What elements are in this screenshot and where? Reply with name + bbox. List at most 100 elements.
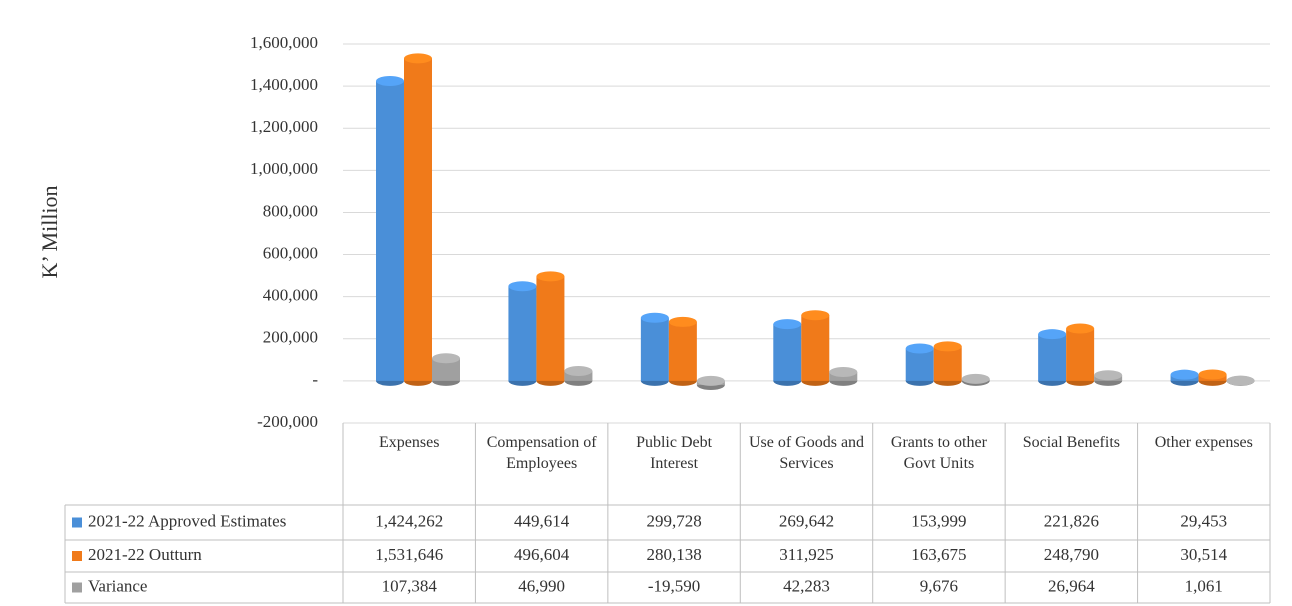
table-value: 26,964	[1048, 576, 1095, 595]
bar-part	[668, 316, 697, 327]
bar	[696, 375, 725, 391]
bar	[933, 341, 962, 386]
bar	[1038, 329, 1067, 386]
bar-part	[536, 271, 565, 282]
category-label: Grants to other Govt Units	[890, 434, 987, 472]
table-value: 9,676	[920, 576, 958, 595]
bar-part	[564, 365, 593, 376]
bar-part	[640, 317, 669, 381]
y-tick-label: 1,200,000	[250, 117, 318, 136]
bar-part	[773, 324, 802, 381]
bar-part	[801, 315, 830, 381]
bar-part	[640, 312, 669, 323]
category-label: Expenses	[378, 434, 440, 451]
bar-part	[508, 281, 537, 292]
legend-swatch	[72, 517, 82, 528]
bar-part	[432, 358, 460, 381]
bar-part	[1170, 369, 1199, 380]
y-tick-label: 200,000	[263, 328, 318, 347]
bar-part	[773, 319, 802, 330]
table-value: 449,614	[514, 511, 570, 530]
y-axis-label: K’ Million	[37, 185, 62, 278]
bar	[536, 271, 565, 386]
table-value: 107,384	[382, 576, 438, 595]
bar-part	[696, 375, 725, 386]
y-tick-label: 1,600,000	[250, 33, 318, 52]
bar-part	[933, 346, 962, 381]
legend-label: Variance	[88, 576, 147, 595]
bar	[404, 53, 432, 386]
bar-part	[1094, 370, 1123, 381]
bar	[1094, 370, 1123, 386]
category-label: Use of Goods and Services	[748, 434, 865, 472]
bar-part	[933, 341, 962, 352]
bar-part	[961, 373, 990, 384]
legend-swatch	[72, 551, 82, 561]
bar-part	[1038, 329, 1067, 340]
bar	[508, 281, 537, 386]
y-tick-label: 1,000,000	[250, 159, 318, 178]
bar	[1226, 375, 1255, 386]
table-value: 1,061	[1185, 576, 1223, 595]
bar-part	[404, 53, 432, 64]
bar	[801, 310, 830, 386]
table-value: 30,514	[1180, 545, 1227, 564]
bar	[1170, 369, 1199, 386]
category-label: Compensation of Employees	[486, 434, 597, 472]
y-tick-label: -	[312, 370, 318, 389]
table-value: 46,990	[518, 576, 565, 595]
table-value: -19,590	[648, 576, 700, 595]
bar-part	[404, 58, 432, 381]
bar	[564, 365, 593, 386]
bar	[1066, 323, 1095, 386]
bar-part	[432, 353, 460, 364]
y-tick-label: 400,000	[263, 286, 318, 305]
legend-label: 2021-22 Approved Estimates	[88, 511, 286, 530]
bar	[773, 319, 802, 386]
bar-part	[1226, 375, 1255, 386]
bar	[640, 312, 669, 386]
bar-part	[508, 286, 537, 381]
category-label: Public Debt Interest	[636, 434, 713, 472]
bar-part	[1066, 323, 1095, 334]
bar	[376, 76, 404, 386]
table-value: 280,138	[646, 545, 701, 564]
bar	[1198, 369, 1227, 386]
bar-part	[905, 348, 934, 381]
table-value: 299,728	[646, 511, 701, 530]
bar-part	[1038, 334, 1067, 381]
bar	[668, 316, 697, 386]
legend-label: 2021-22 Outturn	[88, 545, 202, 564]
legend-swatch	[72, 582, 82, 593]
bar-part	[829, 366, 858, 377]
table-value: 42,283	[783, 576, 830, 595]
bar-part	[668, 321, 697, 381]
y-tick-label: -200,000	[257, 412, 318, 431]
bar-part	[376, 81, 404, 381]
bar-part	[801, 310, 830, 321]
table-value: 221,826	[1044, 511, 1099, 530]
table-value: 163,675	[911, 545, 966, 564]
bar-part	[905, 343, 934, 354]
category-label: Social Benefits	[1022, 434, 1120, 451]
table-value: 1,531,646	[375, 545, 443, 564]
bar	[961, 373, 990, 386]
table-value: 311,925	[779, 545, 834, 564]
table-value: 269,642	[779, 511, 834, 530]
y-tick-label: 600,000	[263, 243, 318, 262]
bar	[829, 366, 858, 386]
bar-part	[376, 76, 404, 87]
table-value: 496,604	[514, 545, 570, 564]
table-value: 153,999	[911, 511, 966, 530]
y-tick-label: 800,000	[263, 201, 318, 220]
table-value: 29,453	[1180, 511, 1227, 530]
y-tick-label: 1,400,000	[250, 75, 318, 94]
table-value: 248,790	[1044, 545, 1099, 564]
bar	[432, 353, 460, 386]
category-label: Other expenses	[1154, 434, 1253, 451]
bar-part	[536, 276, 565, 381]
table-value: 1,424,262	[375, 511, 443, 530]
bar-part	[1198, 369, 1227, 380]
